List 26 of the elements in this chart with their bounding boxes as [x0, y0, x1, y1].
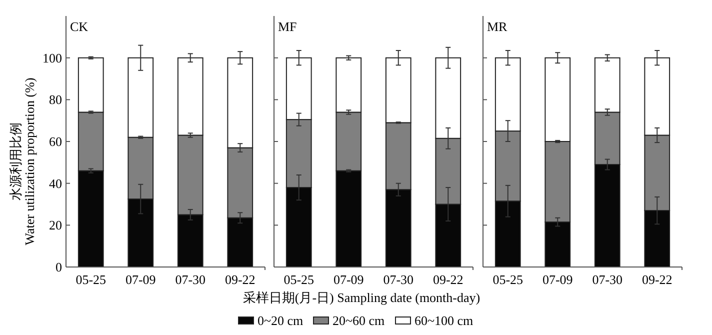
x-tick-label: 07-09	[125, 272, 156, 287]
y-tick-label: 80	[49, 92, 62, 108]
x-axis-title: 采样日期(月-日) Sampling date (month-day)	[242, 290, 480, 305]
x-tick-label: 07-09	[333, 272, 364, 287]
y-tick-label: 20	[49, 218, 62, 233]
legend-label: 20~60 cm	[332, 313, 385, 328]
legend-label: 60~100 cm	[414, 313, 474, 328]
y-tick-label: 60	[49, 134, 62, 150]
x-tick-label: 09-22	[642, 272, 672, 287]
chart-title: MF	[278, 19, 297, 34]
y-axis-title: 水源利用比例 Water utilization proportion (%)	[8, 78, 37, 246]
y-tick-label: 0	[56, 260, 62, 275]
x-tick-label: 09-22	[224, 272, 256, 287]
x-tick-label: 07-09	[542, 272, 573, 287]
x-tick-label: 05-25	[284, 272, 314, 287]
y-tick-label: 100	[42, 50, 62, 66]
x-tick-label: 07-30	[175, 272, 206, 287]
x-tick-label: 05-25	[76, 272, 106, 287]
chart-title: MR	[487, 19, 508, 34]
x-tick-label: 09-22	[432, 272, 464, 287]
x-tick-label: 05-25	[492, 272, 524, 287]
chart-title: CK	[70, 19, 89, 34]
legend-label: 0~20 cm	[258, 313, 304, 328]
y-tick-label: 40	[49, 176, 62, 191]
x-tick-label: 07-30	[592, 272, 623, 287]
x-tick-label: 07-30	[383, 272, 414, 287]
